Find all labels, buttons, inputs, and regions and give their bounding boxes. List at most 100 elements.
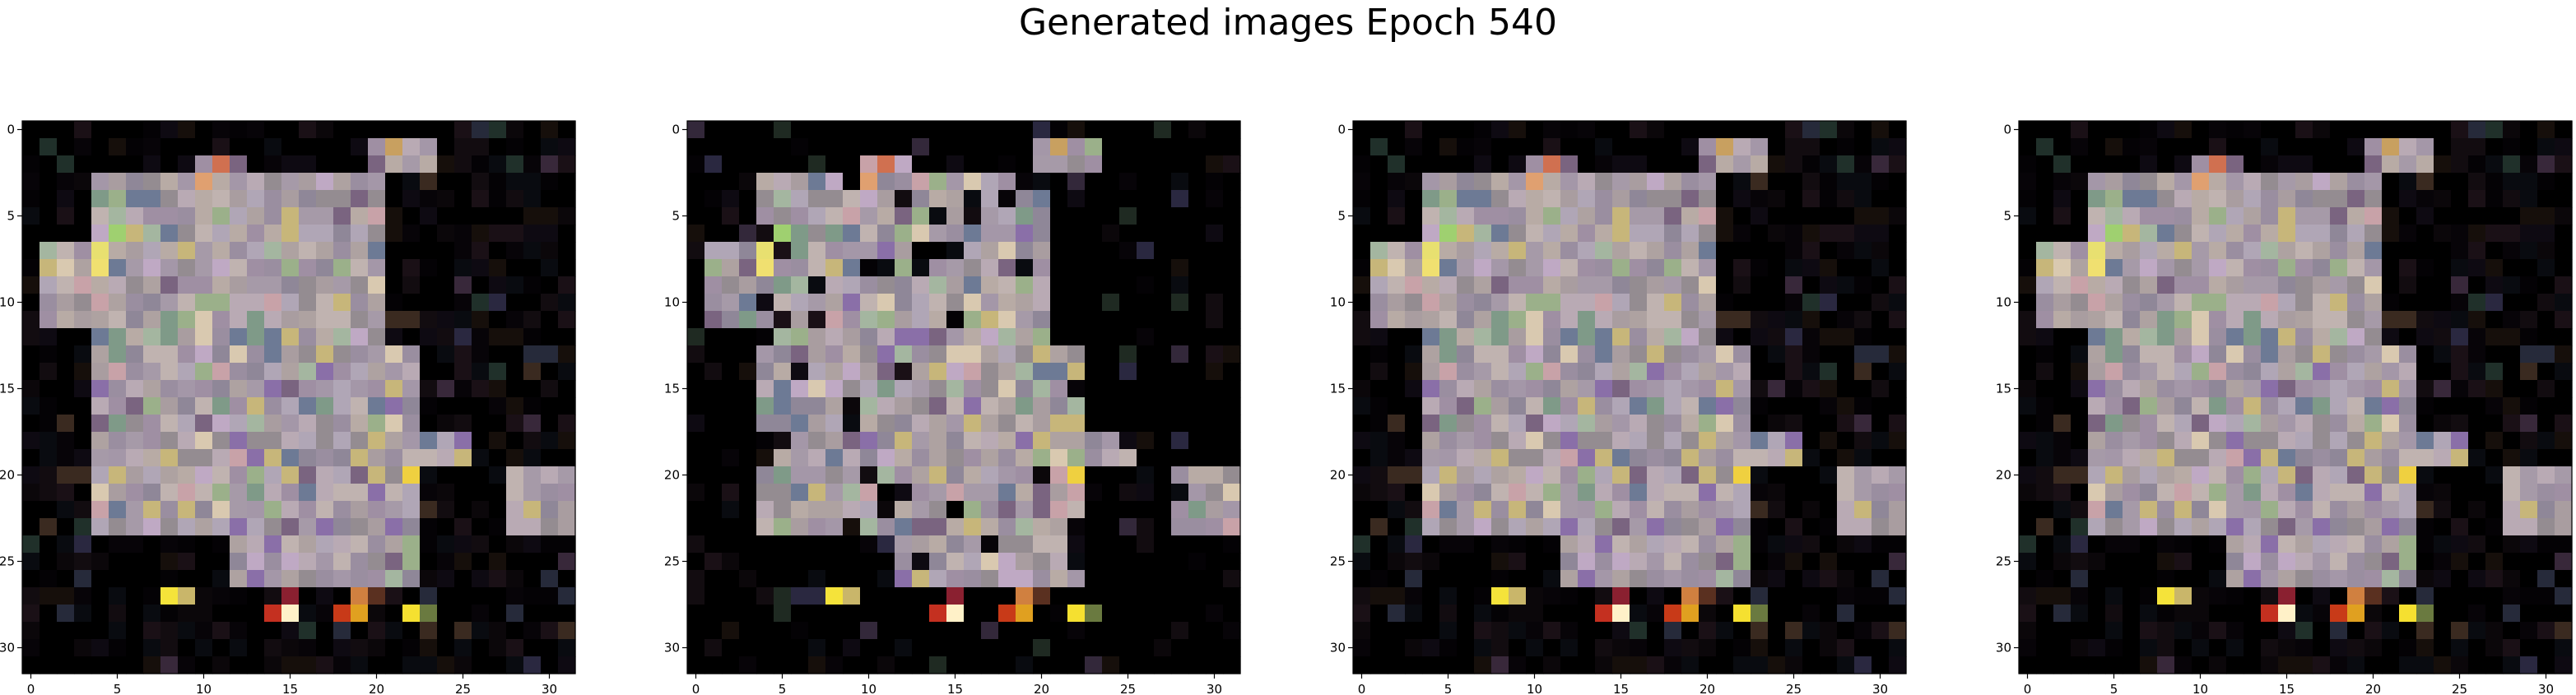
pixel [437,190,455,208]
pixel [2192,311,2210,329]
pixel [1785,553,1803,571]
pixel [195,535,213,554]
pixel [420,328,438,346]
pixel [558,656,576,674]
pixel [739,276,757,294]
pixel [523,242,542,260]
pixel [2364,190,2383,208]
pixel [2105,466,2123,484]
pixel [687,518,705,536]
pixel [2537,294,2555,312]
pixel [1171,363,1189,381]
pixel [1067,242,1086,260]
pixel [1889,449,1907,467]
pixel [178,121,196,139]
pixel [912,432,930,450]
pixel [247,570,265,588]
pixel [877,121,895,139]
pixel [808,294,826,312]
y-tick-label: 30 [1996,641,2011,656]
pixel [351,605,369,623]
pixel [454,345,472,364]
pixel [2088,535,2106,554]
pixel [1526,242,1544,260]
x-tick-label: 20 [1700,682,1715,695]
pixel [2105,397,2123,415]
pixel [1716,432,1734,450]
pixel [2503,138,2521,156]
pixel [212,484,230,502]
pixel [420,242,438,260]
pixel [281,259,300,277]
pixel [2019,363,2037,381]
pixel [964,345,982,364]
pixel [2209,570,2227,588]
pixel [808,605,826,623]
pixel [1509,397,1527,415]
pixel [1751,397,1769,415]
pixel [2261,190,2279,208]
pixel [2347,155,2365,174]
pixel [1188,587,1207,605]
pixel [2105,449,2123,467]
pixel [1802,276,1820,294]
pixel [1664,587,1682,605]
pixel [2226,155,2244,174]
pixel [1370,639,1388,657]
pixel [2261,518,2279,536]
pixel [126,242,144,260]
pixel [40,380,58,398]
pixel [981,328,999,346]
pixel [247,380,265,398]
pixel [1457,173,1475,191]
pixel [1223,466,1241,484]
pixel [912,138,930,156]
pixel [687,173,705,191]
pixel [2520,553,2538,571]
pixel [1137,397,1155,415]
pixel [774,449,792,467]
pixel [195,311,213,329]
pixel [877,276,895,294]
pixel [1474,553,1492,571]
pixel [687,501,705,519]
pixel [195,605,213,623]
pixel [178,276,196,294]
pixel [489,501,507,519]
pixel [2416,380,2434,398]
pixel [351,207,369,225]
pixel [929,345,947,364]
pixel [1474,501,1492,519]
pixel [843,656,861,674]
pixel [1223,294,1241,312]
pixel [1206,570,1224,588]
pixel [860,155,878,174]
pixel [472,259,490,277]
pixel [2382,397,2400,415]
pixel [1509,484,1527,502]
pixel [1033,155,1051,174]
pixel [1370,380,1388,398]
pixel [1785,242,1803,260]
pixel [212,397,230,415]
pixel [1630,345,1648,364]
pixel [687,294,705,312]
pixel [1612,622,1630,640]
pixel [808,466,826,484]
pixel [1439,397,1458,415]
pixel [774,276,792,294]
pixel [2364,466,2383,484]
pixel [912,484,930,502]
pixel [57,605,75,623]
pixel [1016,155,1034,174]
pixel [160,535,179,554]
pixel [264,225,282,243]
pixel [2520,363,2538,381]
pixel [1872,587,1890,605]
pixel [143,449,161,467]
pixel [2451,155,2469,174]
pixel [472,345,490,364]
pixel [1509,380,1527,398]
pixel [843,622,861,640]
pixel [1388,294,1406,312]
